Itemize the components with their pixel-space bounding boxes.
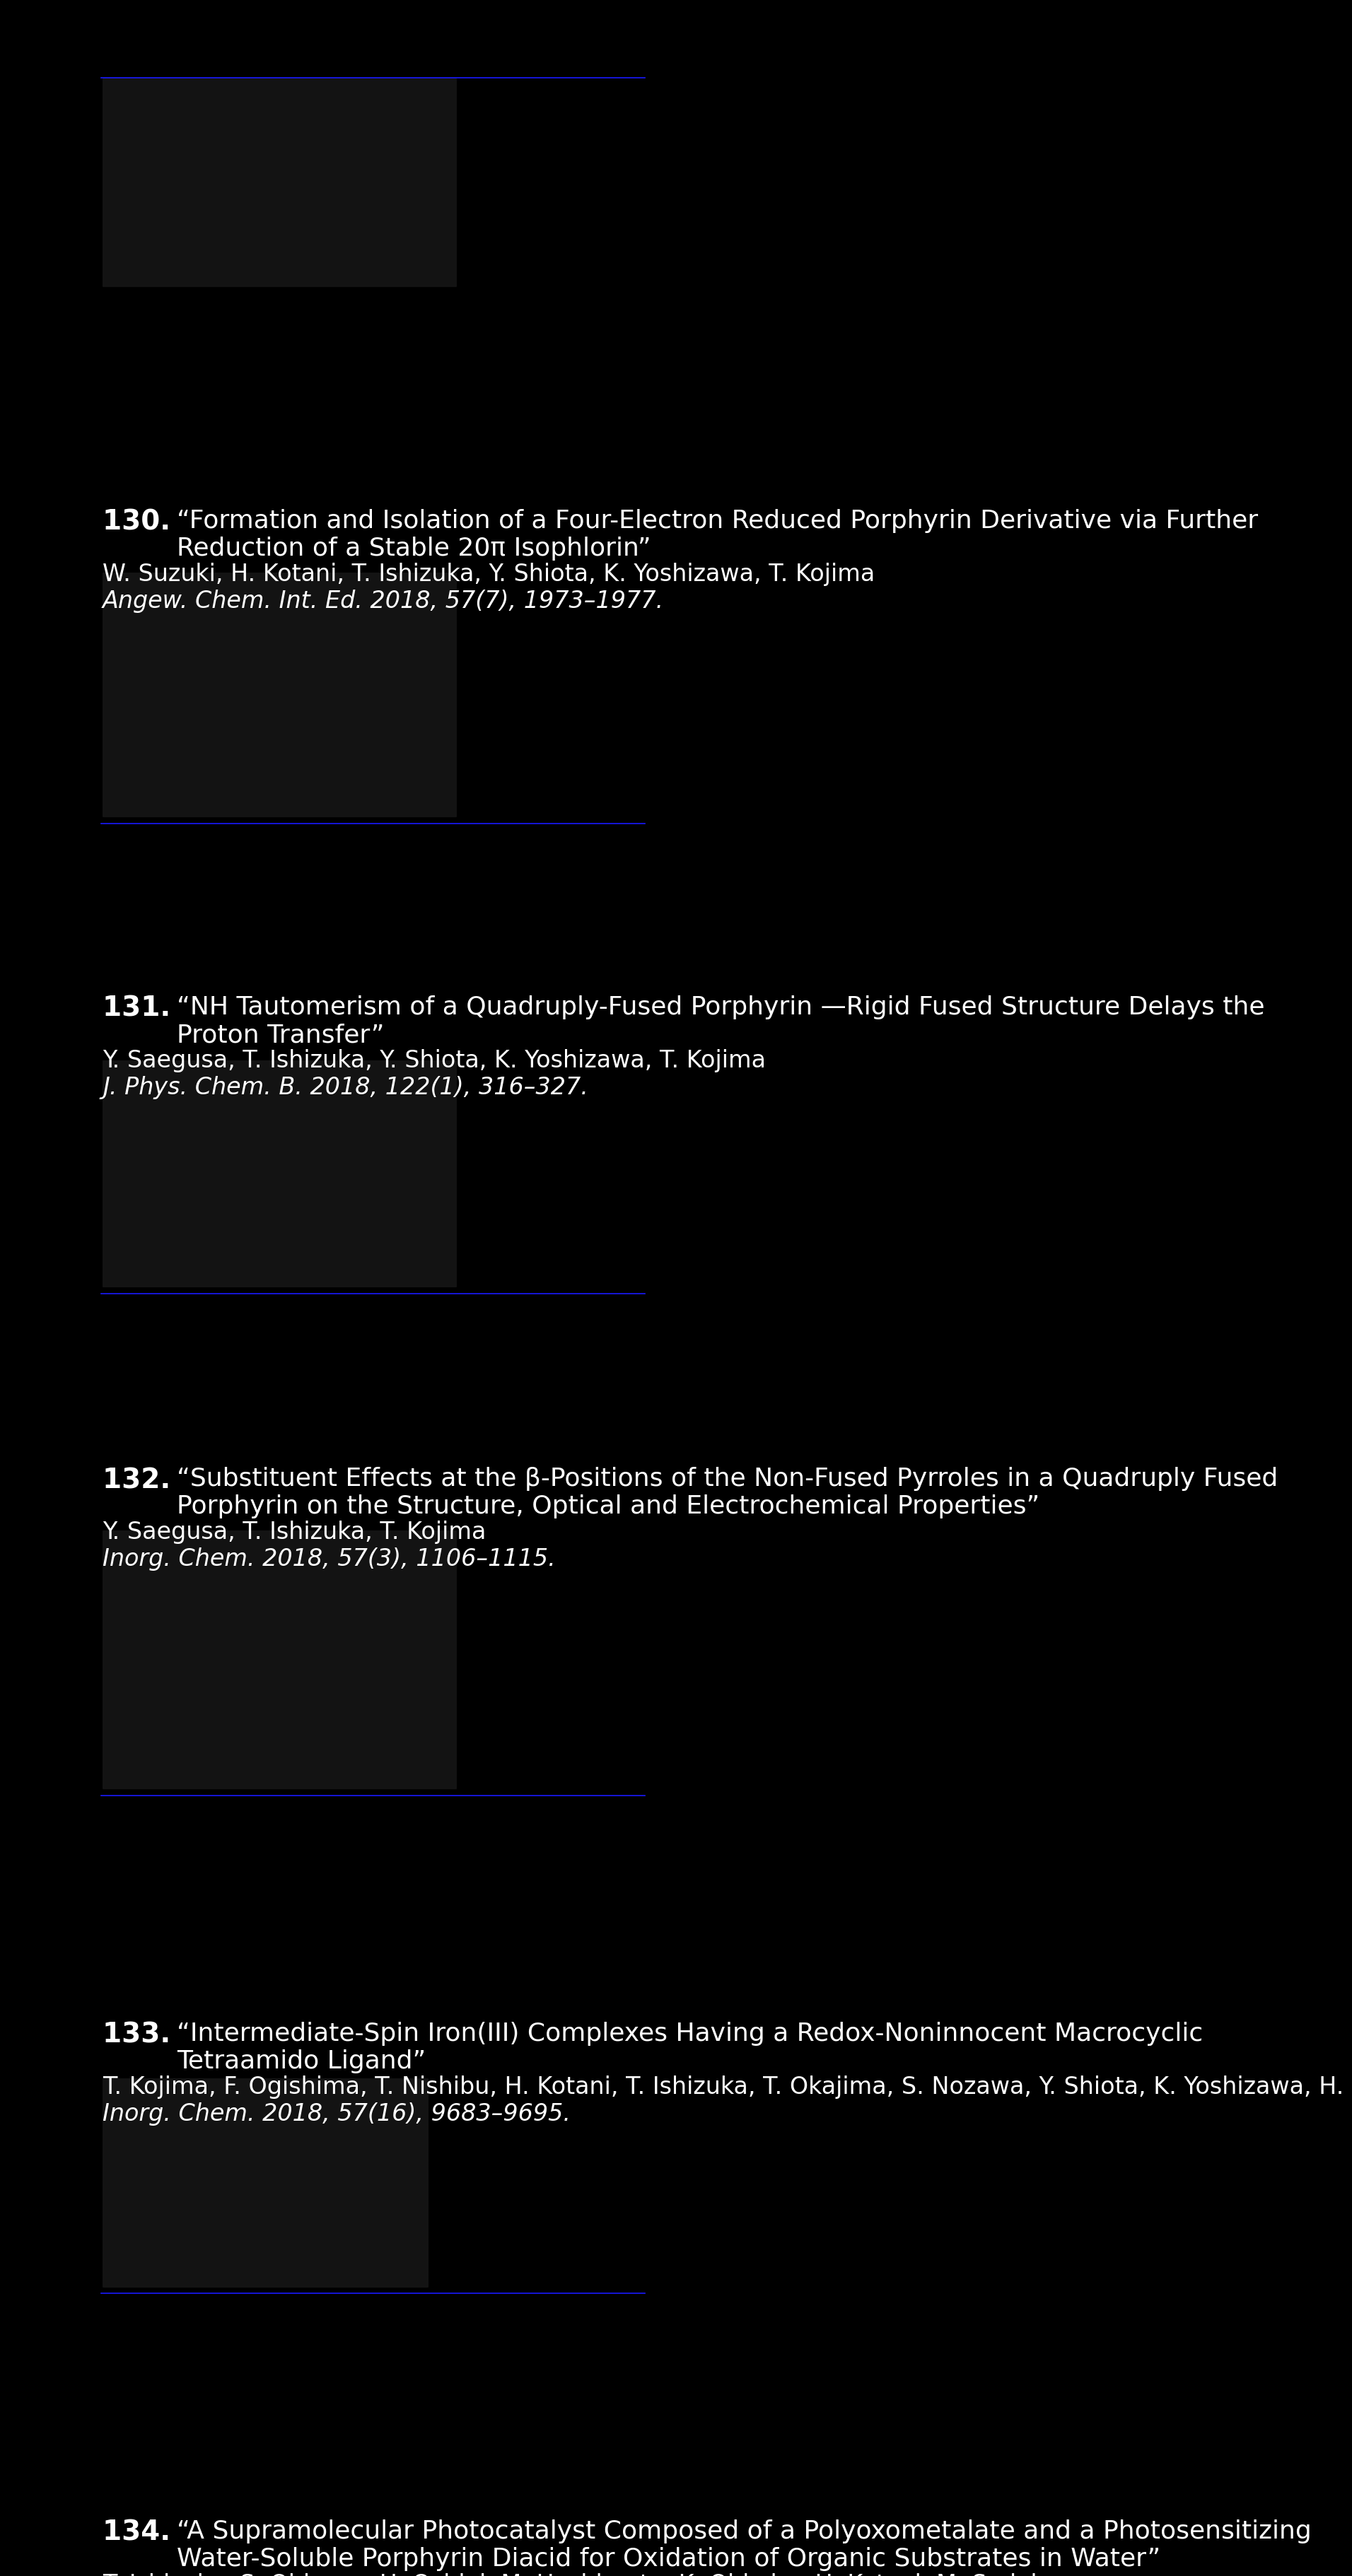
Text: “Formation and Isolation of a Four-Electron Reduced Porphyrin Derivative via Fur: “Formation and Isolation of a Four-Elect…	[177, 510, 1259, 562]
Text: T. Ishizuka, S. Ohkawa, H. Ochiai, M. Hashimoto, K. Ohkubo, H. Kotani, M. Sadaka: T. Ishizuka, S. Ohkawa, H. Ochiai, M. Ha…	[103, 2573, 1095, 2576]
Text: J. Phys. Chem. B. 2018, 122(1), 316–327.: J. Phys. Chem. B. 2018, 122(1), 316–327.	[103, 1077, 588, 1100]
Text: 134.: 134.	[103, 2519, 189, 2545]
Text: T. Kojima, F. Ogishima, T. Nishibu, H. Kotani, T. Ishizuka, T. Okajima, S. Nozaw: T. Kojima, F. Ogishima, T. Nishibu, H. K…	[103, 2076, 1352, 2099]
Text: Inorg. Chem. 2018, 57(16), 9683–9695.: Inorg. Chem. 2018, 57(16), 9683–9695.	[103, 2102, 571, 2125]
Bar	[103, 2079, 427, 2287]
Bar	[103, 1061, 456, 1285]
Text: “Intermediate-Spin Iron(III) Complexes Having a Redox-Noninnocent Macrocyclic Te: “Intermediate-Spin Iron(III) Complexes H…	[177, 2022, 1203, 2074]
Bar	[103, 1530, 456, 1788]
Text: “NH Tautomerism of a Quadruply-Fused Porphyrin —Rigid Fused Structure Delays the: “NH Tautomerism of a Quadruply-Fused Por…	[177, 994, 1264, 1048]
Text: Y. Saegusa, T. Ishizuka, T. Kojima: Y. Saegusa, T. Ishizuka, T. Kojima	[103, 1520, 487, 1543]
Text: 133.: 133.	[103, 2022, 189, 2048]
Bar	[103, 77, 456, 286]
Text: Y. Saegusa, T. Ishizuka, Y. Shiota, K. Yoshizawa, T. Kojima: Y. Saegusa, T. Ishizuka, Y. Shiota, K. Y…	[103, 1048, 765, 1072]
Text: Inorg. Chem. 2018, 57(3), 1106–1115.: Inorg. Chem. 2018, 57(3), 1106–1115.	[103, 1548, 556, 1571]
Text: 130.: 130.	[103, 510, 189, 536]
Text: “Substituent Effects at the β-Positions of the Non-Fused Pyrroles in a Quadruply: “Substituent Effects at the β-Positions …	[177, 1466, 1278, 1520]
Text: Angew. Chem. Int. Ed. 2018, 57(7), 1973–1977.: Angew. Chem. Int. Ed. 2018, 57(7), 1973–…	[103, 590, 664, 613]
Text: 132.: 132.	[103, 1466, 189, 1494]
Text: 131.: 131.	[103, 994, 189, 1023]
Text: W. Suzuki, H. Kotani, T. Ishizuka, Y. Shiota, K. Yoshizawa, T. Kojima: W. Suzuki, H. Kotani, T. Ishizuka, Y. Sh…	[103, 562, 875, 585]
Text: “A Supramolecular Photocatalyst Composed of a Polyoxometalate and a Photosensiti: “A Supramolecular Photocatalyst Composed…	[177, 2519, 1311, 2571]
Bar	[103, 572, 456, 817]
